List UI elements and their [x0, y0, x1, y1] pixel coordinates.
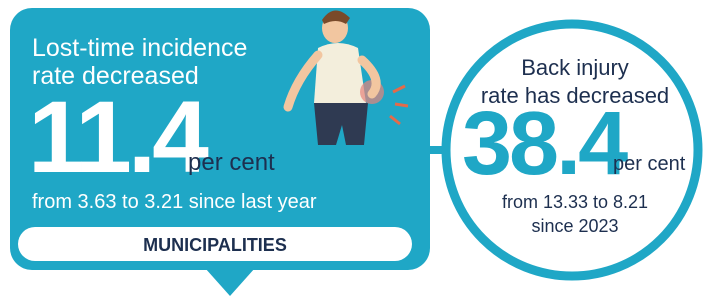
- right-detail: since 2023: [531, 216, 618, 236]
- left-detail: from 3.63 to 3.21 since last year: [32, 191, 317, 213]
- left-label: MUNICIPALITIES: [143, 235, 287, 255]
- right-unit: per cent: [613, 153, 686, 175]
- right-value: 38.4: [462, 94, 628, 194]
- pointer: [205, 268, 255, 296]
- left-title: Lost-time incidence: [32, 34, 247, 62]
- right-detail: from 13.33 to 8.21: [502, 192, 648, 212]
- infographic: Lost-time incidence rate decreased 11.4 …: [0, 0, 705, 299]
- right-title: Back injury: [521, 55, 629, 80]
- left-unit: per cent: [188, 149, 275, 176]
- left-value: 11.4: [28, 80, 209, 194]
